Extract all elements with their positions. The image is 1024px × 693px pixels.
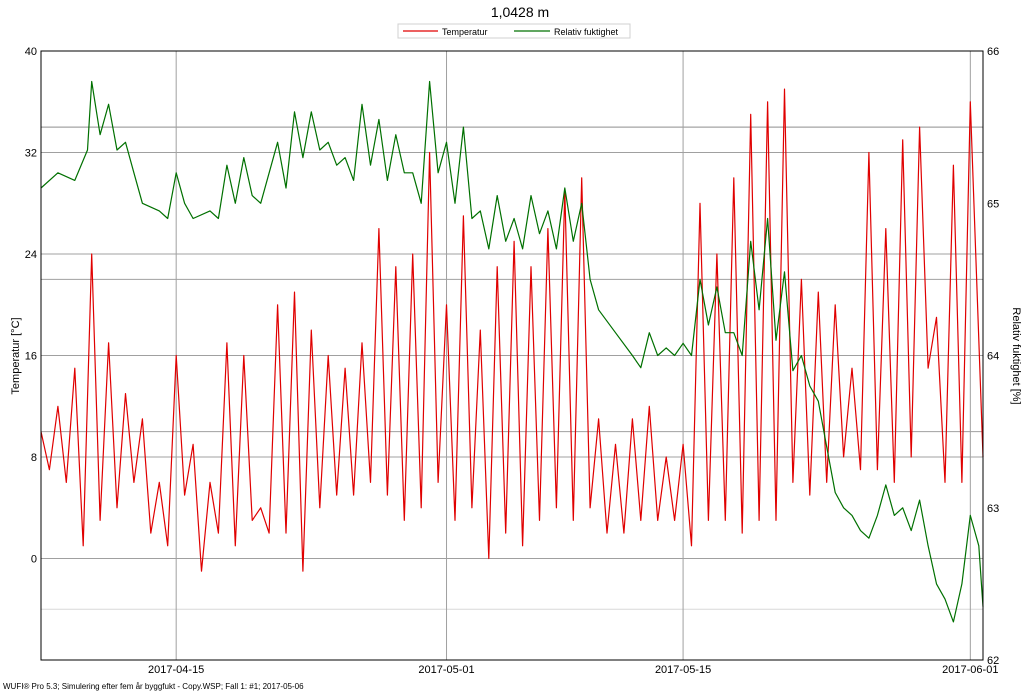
y-right-tick-label: 64 <box>987 351 999 363</box>
x-tick-label: 2017-05-15 <box>655 664 711 676</box>
y-right-tick-label: 65 <box>987 198 999 210</box>
y-right-tick-label: 66 <box>987 46 999 58</box>
y-left-tick-label: 0 <box>31 554 37 566</box>
series-line-temperatur <box>40 88 984 572</box>
plot-series <box>40 80 984 623</box>
y-axis-right-label: Relativ fuktighet [%] <box>1010 307 1022 404</box>
y-left-tick-label: 8 <box>31 452 37 464</box>
y-left-tick-label: 24 <box>25 249 37 261</box>
chart-title: 1,0428 m <box>491 4 549 20</box>
plot-frame <box>40 50 984 661</box>
footer-note: WUFI® Pro 5.3; Simulering efter fem år b… <box>3 682 304 691</box>
x-tick-label: 2017-06-01 <box>942 664 998 676</box>
y-left-tick-label: 32 <box>25 148 37 160</box>
legend: Temperatur Relativ fuktighet <box>397 23 631 39</box>
gridlines <box>41 50 983 660</box>
y-right-tick-label: 62 <box>987 655 999 667</box>
y-axis-left-label: Temperatur [°C] <box>10 317 22 394</box>
y-left-tick-label: 40 <box>25 46 37 58</box>
y-left-tick-label: 16 <box>25 351 37 363</box>
legend-label-relativ-fuktighet: Relativ fuktighet <box>554 27 619 37</box>
x-tick-label: 2017-05-01 <box>418 664 474 676</box>
axis-ticks: 40 32 24 16 8 0 66 65 64 63 62 2017-04-15 2017-05-01… <box>25 46 1000 676</box>
series-line-relativ-fuktighet <box>40 80 984 623</box>
legend-label-temperatur: Temperatur <box>442 27 488 37</box>
y-right-tick-label: 63 <box>987 503 999 515</box>
x-tick-label: 2017-04-15 <box>148 664 204 676</box>
